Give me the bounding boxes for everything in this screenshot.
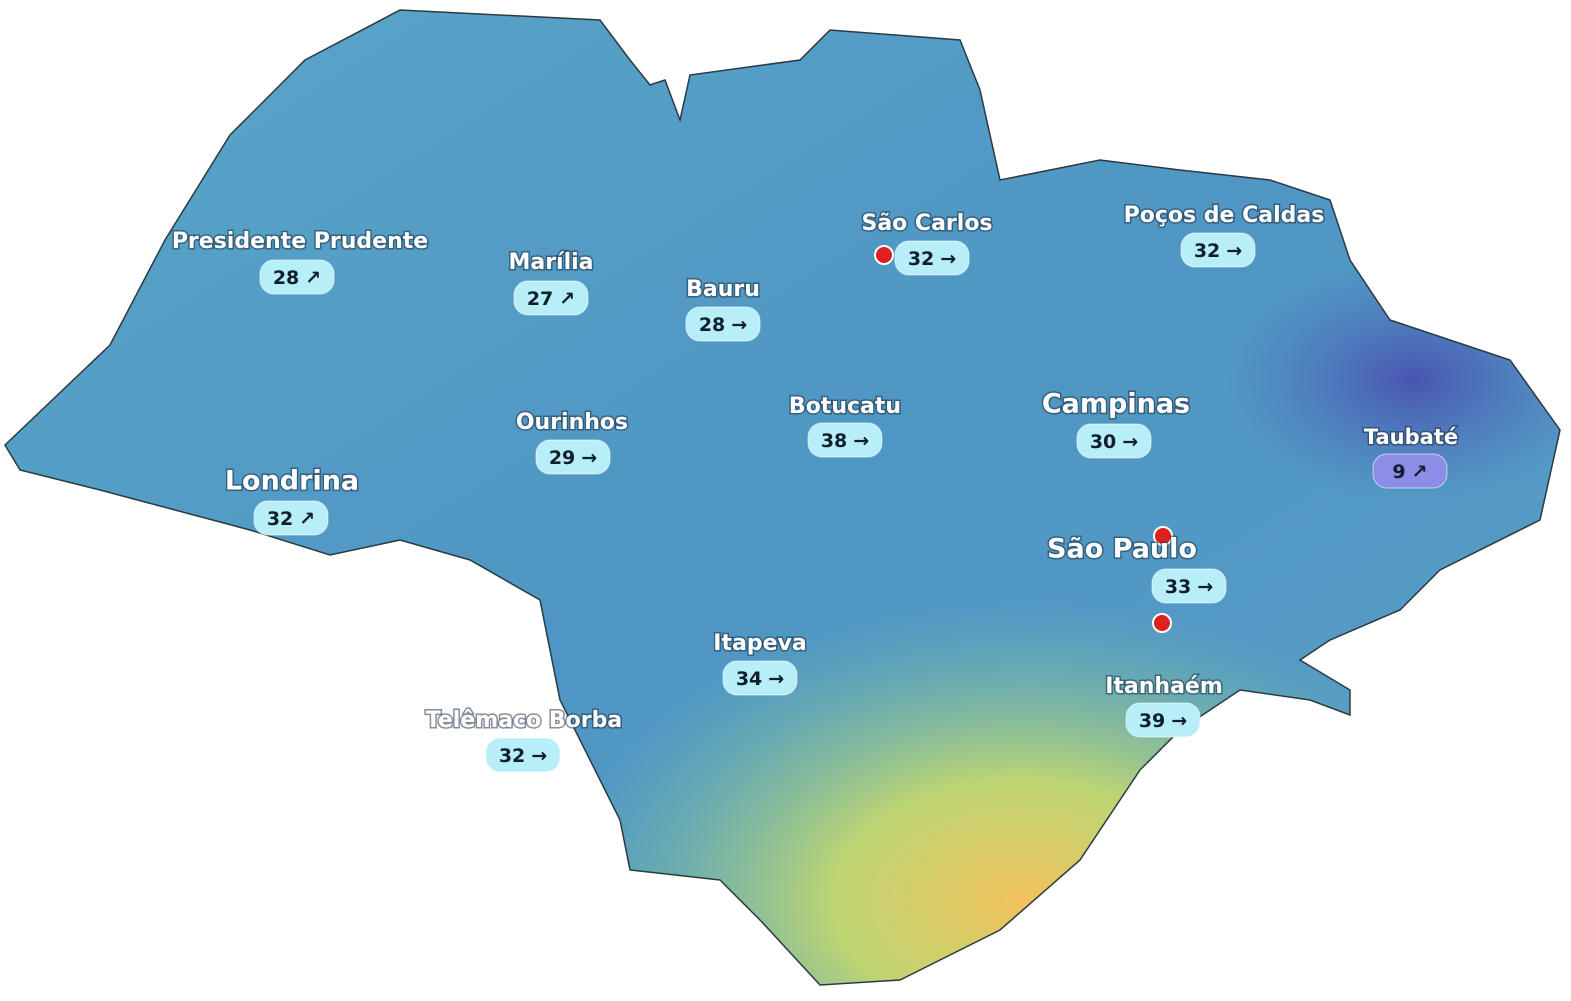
badge	[535, 439, 611, 475]
wind-arrow: →	[531, 745, 547, 767]
wind-badge: 30 →	[1090, 431, 1138, 453]
wind-value: 32	[499, 745, 525, 767]
badge	[1125, 702, 1201, 738]
wind-badge: 28 →	[699, 314, 747, 336]
badge	[685, 306, 761, 342]
wind-value: 28	[273, 267, 299, 289]
wind-arrow: →	[853, 430, 869, 452]
city-name: Itapeva	[713, 631, 806, 656]
wind-badge: 33 →	[1165, 576, 1213, 598]
badge	[253, 500, 329, 536]
wind-value: 32	[267, 508, 293, 530]
city-name: São Carlos	[861, 211, 992, 236]
wind-arrow: →	[1197, 576, 1213, 598]
wind-value: 38	[821, 430, 847, 452]
wind-badge: 34 →	[736, 668, 784, 690]
city-name: Londrina	[225, 466, 359, 497]
wind-arrow: →	[1226, 240, 1242, 262]
wind-value: 32	[1194, 240, 1220, 262]
fire-icons	[874, 245, 1173, 633]
badge	[722, 660, 798, 696]
wind-arrow: →	[1171, 710, 1187, 732]
wind-value: 30	[1090, 431, 1116, 453]
wind-badge: 32 ↗	[267, 508, 315, 530]
wind-badge: 39 →	[1139, 710, 1187, 732]
wind-badge: 32 →	[908, 248, 956, 270]
wind-arrow: →	[940, 248, 956, 270]
wind-arrow: ↗	[299, 508, 315, 530]
wind-value: 39	[1139, 710, 1165, 732]
wind-value: 32	[908, 248, 934, 270]
wind-arrow: ↗	[305, 267, 321, 289]
wind-badge: 29 →	[549, 447, 597, 469]
wind-value: 9	[1392, 461, 1405, 483]
wind-arrow: →	[1122, 431, 1138, 453]
city-name: Itanhaém	[1105, 674, 1223, 699]
badge	[485, 737, 561, 773]
badge	[259, 259, 335, 295]
wind-value: 27	[527, 288, 553, 310]
city-name: Bauru	[686, 277, 760, 302]
city-name: Poços de Caldas	[1124, 203, 1325, 228]
badge	[1372, 453, 1448, 489]
wind-badge: 27 ↗	[527, 288, 575, 310]
city-name: Campinas	[1042, 389, 1190, 420]
wind-value: 29	[549, 447, 575, 469]
wind-badge: 32 →	[499, 745, 547, 767]
badge	[1151, 568, 1227, 604]
wind-arrow: ↗	[559, 288, 575, 310]
badge	[1180, 232, 1256, 268]
wind-badge: 32 →	[1194, 240, 1242, 262]
badge	[513, 280, 589, 316]
badge	[894, 240, 970, 276]
city-name: Presidente Prudente	[172, 229, 428, 254]
city-name: Botucatu	[789, 394, 901, 419]
wind-arrow: →	[581, 447, 597, 469]
wind-badge: 38 →	[821, 430, 869, 452]
wind-badge: 9 ↗	[1392, 461, 1427, 483]
city-name: Telêmaco Borba	[426, 708, 622, 733]
city-name: Marília	[508, 250, 593, 275]
wind-value: 28	[699, 314, 725, 336]
badge	[1076, 423, 1152, 459]
wind-arrow: ↗	[1412, 461, 1428, 483]
city-name: Ourinhos	[516, 410, 628, 435]
city-name: São Paulo	[1047, 534, 1197, 565]
wind-value: 34	[736, 668, 762, 690]
city-name: Taubaté	[1364, 425, 1458, 449]
wind-arrow: →	[768, 668, 784, 690]
wind-value: 33	[1165, 576, 1191, 598]
wind-arrow: →	[731, 314, 747, 336]
badge	[807, 422, 883, 458]
city-labels: Presidente Prudente 28 ↗ Marília 27 ↗ Bauru 28 →…	[170, 202, 1460, 773]
wind-badge: 28 ↗	[273, 267, 321, 289]
